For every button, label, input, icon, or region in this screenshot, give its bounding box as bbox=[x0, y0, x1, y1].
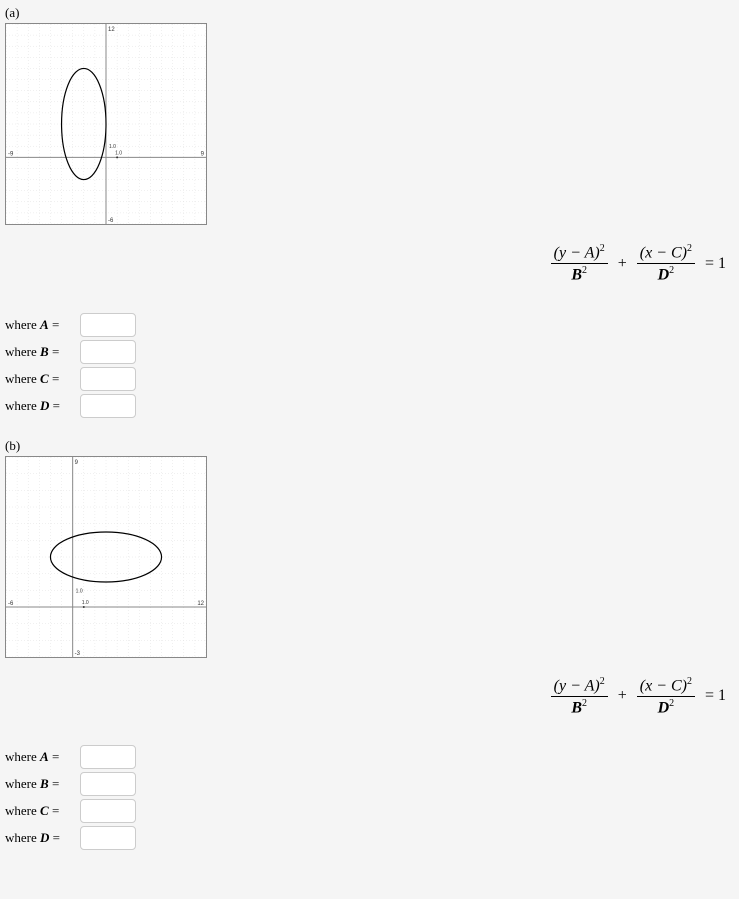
part-b: (b) 1.01.09-3-612 (y − A)2 B2 + (x − C)2… bbox=[5, 438, 734, 851]
svg-text:12: 12 bbox=[108, 27, 115, 33]
where-text: where bbox=[5, 317, 37, 332]
input-b-A[interactable] bbox=[80, 745, 136, 769]
where-text: where bbox=[5, 398, 37, 413]
label-a-B: where B = bbox=[5, 344, 80, 360]
eq-a-t1-den-sup: 2 bbox=[582, 265, 587, 276]
chart-a-svg: 1.01.0 12 -6 -9 9 bbox=[6, 24, 206, 224]
label-b-A: where A = bbox=[5, 749, 80, 765]
input-row-b-A: where A = bbox=[5, 745, 734, 769]
eq-b-plus: + bbox=[618, 687, 627, 705]
inputs-a: where A = where B = where C = where D = bbox=[5, 313, 734, 418]
svg-text:-3: -3 bbox=[75, 651, 81, 657]
chart-a: 1.01.0 12 -6 -9 9 bbox=[5, 23, 207, 225]
input-row-a-A: where A = bbox=[5, 313, 734, 337]
svg-text:1.0: 1.0 bbox=[76, 588, 83, 594]
input-row-a-B: where B = bbox=[5, 340, 734, 364]
input-a-D[interactable] bbox=[80, 394, 136, 418]
eq-b-t2-den-sup: 2 bbox=[669, 698, 674, 709]
eq-b-t1-den-sup: 2 bbox=[582, 698, 587, 709]
eq-b-t2-num: (x − C) bbox=[640, 677, 687, 694]
eqsign: = bbox=[52, 371, 59, 386]
label-a-C: where C = bbox=[5, 371, 80, 387]
eqsign: = bbox=[52, 776, 59, 791]
chart-b-svg: 1.0 1.0 9 -3 -6 12 bbox=[6, 457, 206, 657]
input-row-b-D: where D = bbox=[5, 826, 734, 850]
where-text: where bbox=[5, 344, 37, 359]
input-row-b-C: where C = bbox=[5, 799, 734, 823]
svg-text:1.0: 1.0 bbox=[82, 600, 89, 606]
eq-a-t1-den: B bbox=[571, 267, 582, 284]
chart-b: 1.0 1.0 9 -3 -6 12 bbox=[5, 456, 207, 658]
where-text: where bbox=[5, 749, 37, 764]
input-row-a-D: where D = bbox=[5, 394, 734, 418]
eqsign: = bbox=[52, 344, 59, 359]
eq-a-t2-num: (x − C) bbox=[640, 244, 687, 261]
input-b-B[interactable] bbox=[80, 772, 136, 796]
where-text: where bbox=[5, 776, 37, 791]
eq-b-t1-den: B bbox=[571, 699, 582, 716]
input-a-A[interactable] bbox=[80, 313, 136, 337]
eqsign: = bbox=[53, 830, 60, 845]
equation-b-term2: (x − C)2 D2 bbox=[637, 676, 695, 718]
input-b-D[interactable] bbox=[80, 826, 136, 850]
input-a-B[interactable] bbox=[80, 340, 136, 364]
part-a: (a) 1.01.012-6-99 (y − A)2 B2 + (x − C)2… bbox=[5, 5, 734, 418]
where-text: where bbox=[5, 803, 37, 818]
eq-b-t1-num-sup: 2 bbox=[600, 676, 605, 687]
eq-a-t2-num-sup: 2 bbox=[687, 243, 692, 254]
inputs-b: where A = where B = where C = where D = bbox=[5, 745, 734, 850]
label-b-B: where B = bbox=[5, 776, 80, 792]
eq-a-t1-num-sup: 2 bbox=[600, 243, 605, 254]
label-a-A: where A = bbox=[5, 317, 80, 333]
equation-a: (y − A)2 B2 + (x − C)2 D2 = 1 bbox=[5, 243, 730, 285]
input-row-b-B: where B = bbox=[5, 772, 734, 796]
label-b-D: where D = bbox=[5, 830, 80, 846]
eq-b-t1-num: (y − A) bbox=[554, 677, 600, 694]
input-a-C[interactable] bbox=[80, 367, 136, 391]
svg-text:9: 9 bbox=[201, 151, 205, 157]
equation-b: (y − A)2 B2 + (x − C)2 D2 = 1 bbox=[5, 676, 730, 718]
svg-text:12: 12 bbox=[197, 601, 204, 607]
where-text: where bbox=[5, 830, 37, 845]
svg-text:1.0: 1.0 bbox=[115, 150, 122, 156]
input-row-a-C: where C = bbox=[5, 367, 734, 391]
eq-a-t1-num: (y − A) bbox=[554, 244, 600, 261]
svg-text:1.0: 1.0 bbox=[109, 144, 116, 150]
where-text: where bbox=[5, 371, 37, 386]
equation-a-term2: (x − C)2 D2 bbox=[637, 243, 695, 285]
label-a-D: where D = bbox=[5, 398, 80, 414]
equation-a-term1: (y − A)2 B2 bbox=[551, 243, 608, 285]
eq-b-t2-den: D bbox=[658, 699, 670, 716]
eqsign: = bbox=[52, 749, 59, 764]
eq-a-t2-den-sup: 2 bbox=[669, 265, 674, 276]
svg-text:-9: -9 bbox=[8, 151, 14, 157]
eq-a-equals: = 1 bbox=[705, 255, 726, 273]
label-b-C: where C = bbox=[5, 803, 80, 819]
svg-text:9: 9 bbox=[75, 460, 79, 466]
eqsign: = bbox=[53, 398, 60, 413]
input-b-C[interactable] bbox=[80, 799, 136, 823]
eqsign: = bbox=[52, 317, 59, 332]
eq-b-t2-num-sup: 2 bbox=[687, 676, 692, 687]
part-a-label: (a) bbox=[5, 5, 734, 21]
svg-text:-6: -6 bbox=[108, 218, 114, 224]
svg-text:-6: -6 bbox=[8, 601, 14, 607]
part-b-label: (b) bbox=[5, 438, 734, 454]
eqsign: = bbox=[52, 803, 59, 818]
eq-a-t2-den: D bbox=[658, 267, 670, 284]
eq-b-equals: = 1 bbox=[705, 687, 726, 705]
eq-a-plus: + bbox=[618, 255, 627, 273]
equation-b-term1: (y − A)2 B2 bbox=[551, 676, 608, 718]
